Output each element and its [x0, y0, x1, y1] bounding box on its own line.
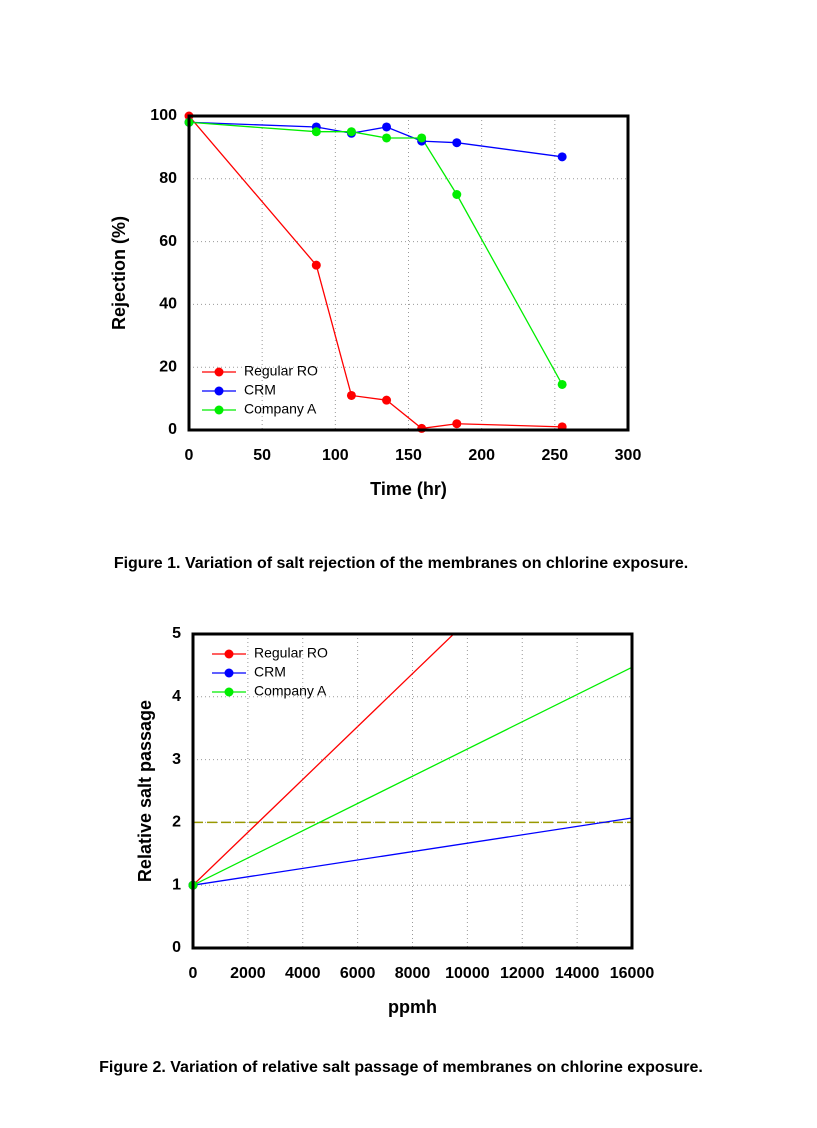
x-tick-label: 250	[541, 447, 568, 464]
series-line	[193, 634, 455, 886]
figure-caption: Figure 2. Variation of relative salt pas…	[99, 1059, 703, 1076]
marker	[452, 419, 462, 429]
marker	[417, 133, 427, 143]
plot-frame	[187, 114, 630, 432]
y-tick-label: 0	[172, 939, 181, 956]
legend-label: CRM	[244, 382, 276, 398]
x-tick-label: 50	[253, 447, 271, 464]
y-tick-label: 2	[172, 814, 181, 831]
x-tick-label: 16000	[610, 965, 655, 982]
x-tick-label: 6000	[340, 965, 376, 982]
y-axis-label: Relative salt passage	[135, 700, 155, 882]
marker	[382, 395, 392, 405]
legend-label: Regular RO	[254, 645, 328, 661]
x-tick-label: 4000	[285, 965, 321, 982]
y-tick-label: 20	[159, 358, 177, 375]
marker	[382, 122, 392, 132]
legend-marker	[224, 687, 234, 697]
marker	[557, 379, 567, 389]
marker	[311, 127, 321, 137]
y-tick-label: 0	[168, 421, 177, 438]
legend-marker	[214, 386, 224, 396]
y-tick-label: 4	[172, 688, 181, 705]
legend-marker	[214, 367, 224, 377]
x-tick-label: 0	[189, 965, 198, 982]
x-axis-label: ppmh	[388, 997, 437, 1017]
x-tick-label: 200	[468, 447, 495, 464]
y-tick-label: 5	[172, 625, 181, 642]
y-tick-label: 100	[150, 107, 177, 124]
marker	[557, 152, 567, 162]
legend-label: Regular RO	[244, 363, 318, 379]
figure-caption: Figure 1. Variation of salt rejection of…	[114, 555, 688, 572]
marker	[382, 133, 392, 143]
x-tick-label: 300	[615, 447, 642, 464]
legend-marker	[224, 649, 234, 659]
x-tick-label: 100	[322, 447, 349, 464]
legend-marker	[214, 405, 224, 415]
x-tick-label: 10000	[445, 965, 490, 982]
y-tick-label: 1	[172, 876, 181, 893]
marker	[417, 423, 427, 433]
marker	[452, 190, 462, 199]
y-tick-label: 40	[159, 296, 177, 313]
marker	[311, 260, 321, 270]
series-line	[189, 121, 563, 385]
marker	[452, 138, 462, 148]
legend-label: Company A	[254, 683, 327, 699]
legend-label: Company A	[244, 401, 317, 417]
x-tick-label: 2000	[230, 965, 266, 982]
y-tick-label: 80	[159, 170, 177, 187]
y-tick-label: 60	[159, 233, 177, 250]
y-axis-label: Rejection (%)	[109, 216, 129, 330]
x-axis-label: Time (hr)	[370, 479, 447, 499]
legend-marker	[224, 668, 234, 678]
plot-lines	[193, 634, 632, 886]
plot-frame	[191, 632, 634, 950]
x-tick-label: 150	[395, 447, 422, 464]
series-line	[193, 817, 632, 886]
y-tick-label: 3	[172, 751, 181, 768]
x-tick-label: 14000	[555, 965, 600, 982]
legend-label: CRM	[254, 664, 286, 680]
x-tick-label: 0	[185, 447, 194, 464]
x-tick-label: 12000	[500, 965, 545, 982]
marker	[346, 127, 356, 137]
x-tick-label: 8000	[395, 965, 431, 982]
series-line	[189, 121, 563, 158]
marker	[346, 390, 356, 400]
series-line	[193, 666, 632, 886]
